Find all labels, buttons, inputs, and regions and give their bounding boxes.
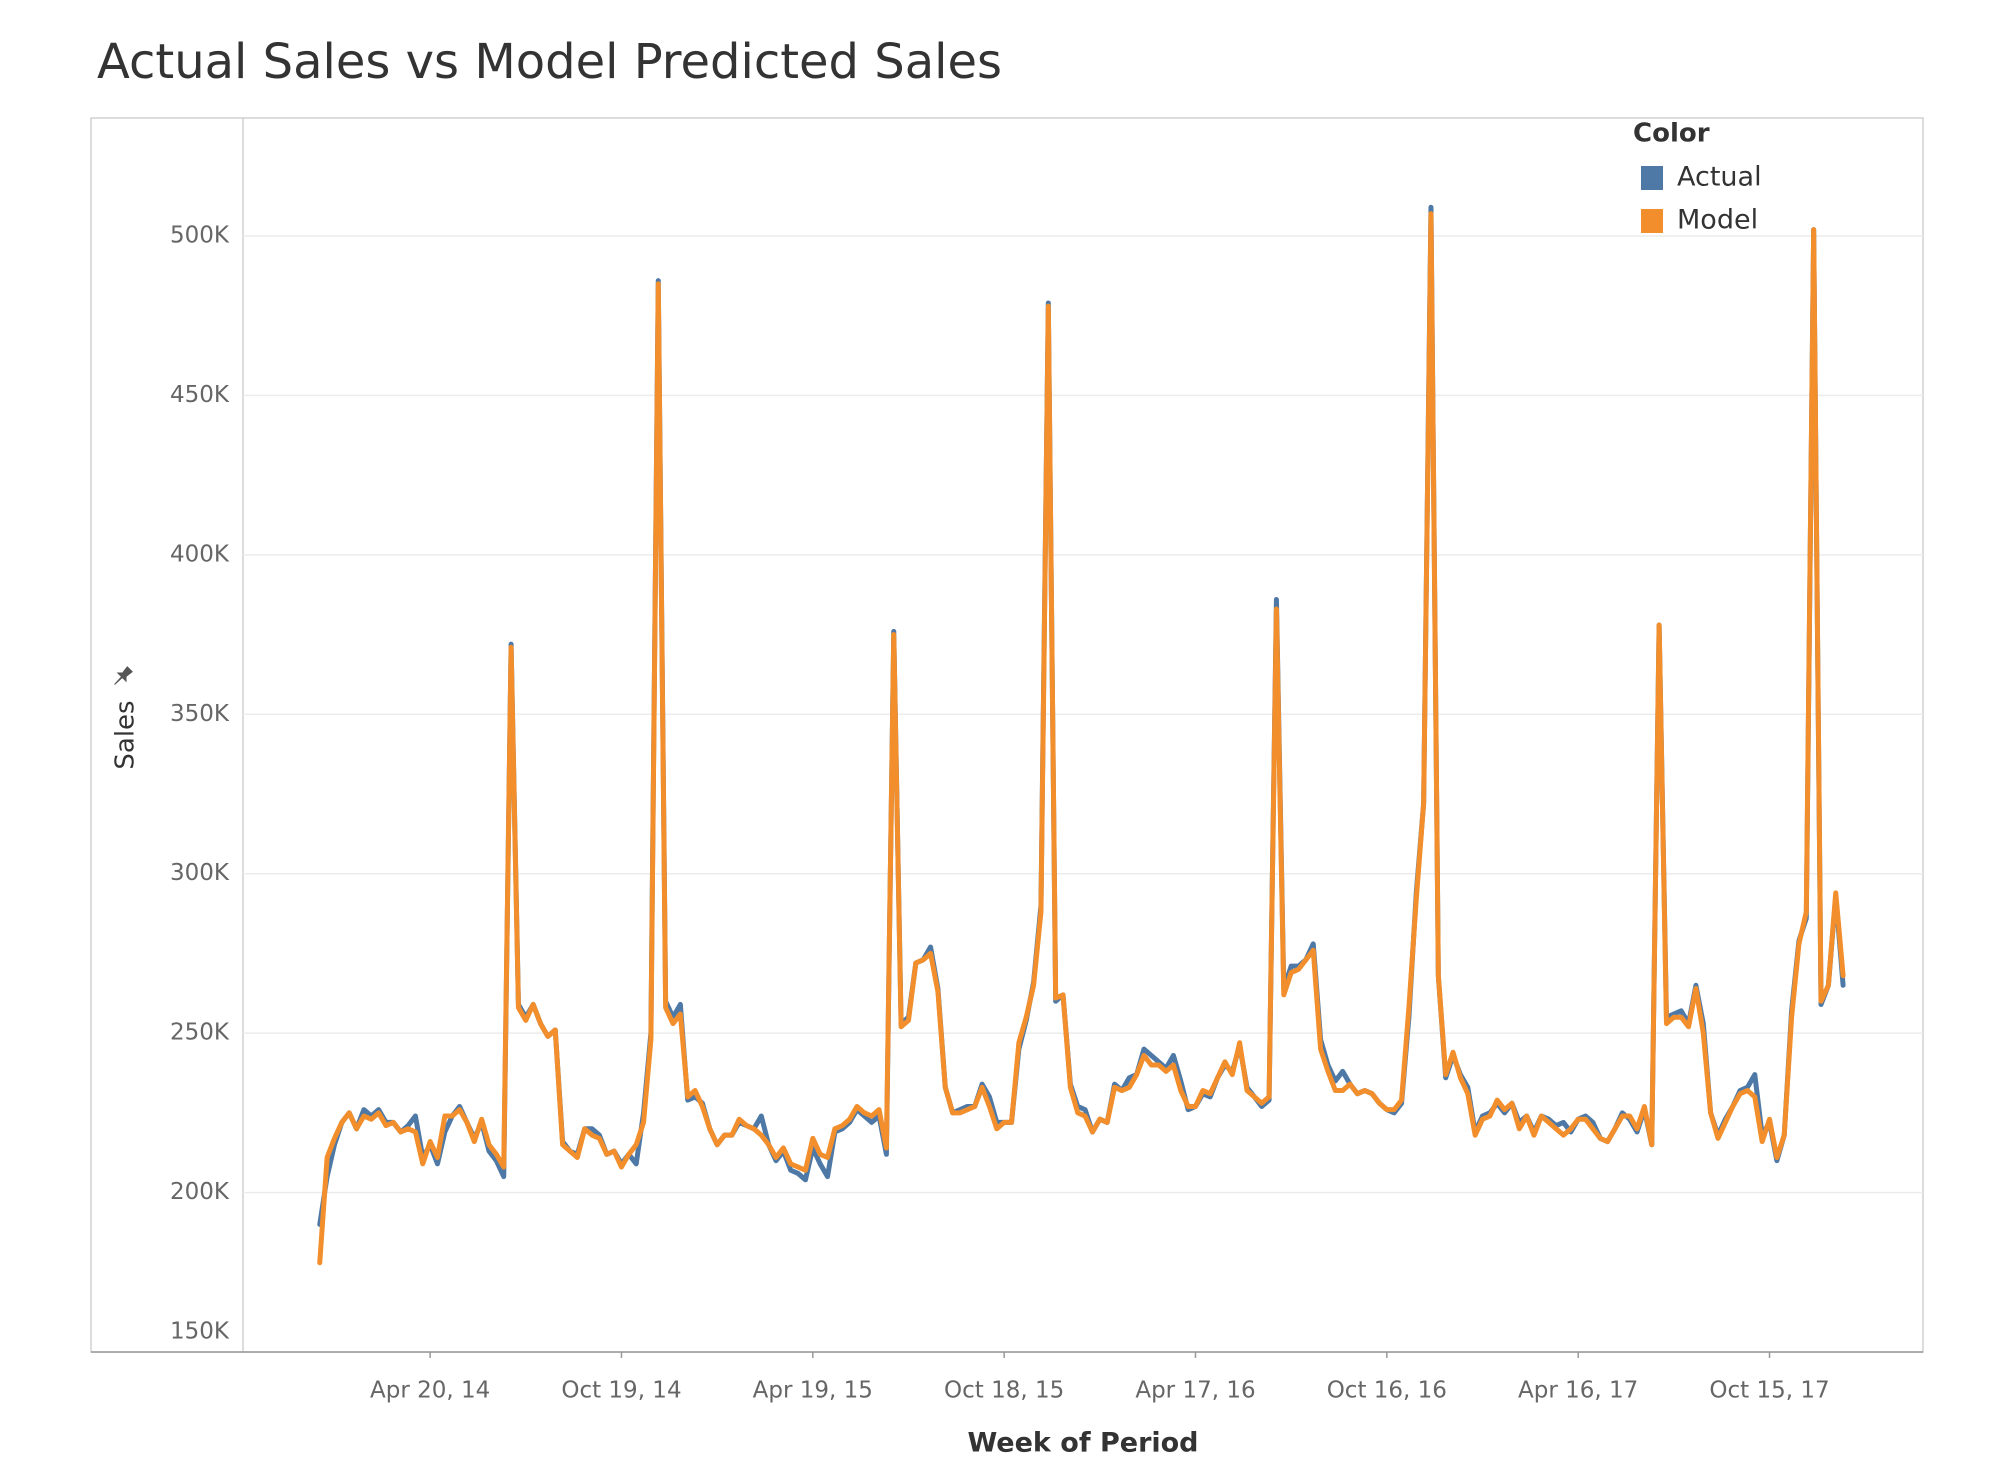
y-tick-label: 500K [170, 222, 230, 248]
x-tick-label: Apr 17, 16 [1135, 1378, 1255, 1404]
y-tick-label: 300K [170, 860, 230, 886]
legend-swatch [1641, 166, 1663, 190]
legend-label: Model [1677, 205, 1758, 236]
series-line [317, 204, 1846, 1227]
plot-frame [90, 117, 1924, 1353]
y-tick-label: 450K [170, 382, 230, 408]
y-tick-label: 200K [170, 1179, 230, 1205]
x-axis-title: Week of Period [967, 1428, 1198, 1459]
x-tick-label: Oct 19, 14 [561, 1378, 681, 1404]
legend-title: Color [1633, 119, 1710, 149]
x-tick-label: Oct 15, 17 [1709, 1378, 1829, 1404]
legend-swatch [1641, 209, 1663, 233]
pin-icon [114, 666, 133, 685]
x-tick-label: Apr 19, 15 [753, 1378, 873, 1404]
y-tick-label: 150K [170, 1319, 230, 1345]
y-tick-label: 250K [170, 1020, 230, 1046]
chart-title: Actual Sales vs Model Predicted Sales [97, 34, 1002, 90]
y-tick-label: 350K [170, 701, 230, 727]
y-axis-title: Sales [111, 700, 141, 769]
x-tick-label: Apr 16, 17 [1518, 1378, 1638, 1404]
x-tick-label: Oct 18, 15 [944, 1378, 1064, 1404]
x-tick-label: Oct 16, 16 [1327, 1378, 1447, 1404]
y-tick-label: 400K [170, 541, 230, 567]
series-line [317, 211, 1846, 1266]
legend-label: Actual [1677, 162, 1762, 193]
x-tick-label: Apr 20, 14 [370, 1378, 490, 1404]
